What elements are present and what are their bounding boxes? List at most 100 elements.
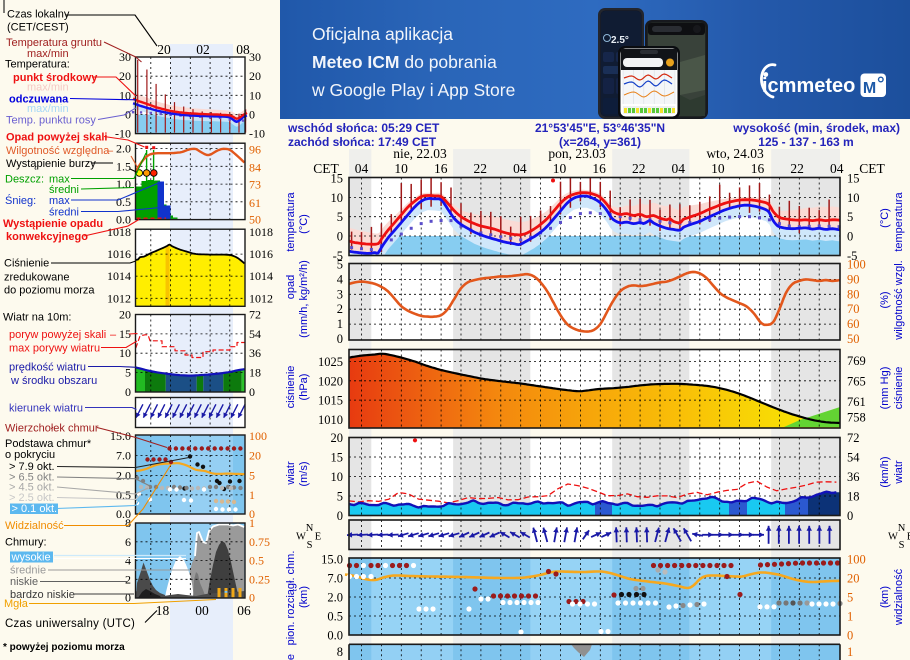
svg-text:1018: 1018 [249, 225, 273, 239]
svg-text:0: 0 [847, 509, 853, 523]
svg-text:-5: -5 [333, 249, 343, 263]
svg-text:Meteo ICM do pobrania: Meteo ICM do pobrania [312, 52, 497, 72]
svg-text:0.5: 0.5 [327, 610, 343, 624]
svg-text:Oficjalna aplikacja: Oficjalna aplikacja [312, 24, 453, 44]
svg-text:Wierzchołek chmur: Wierzchołek chmur [5, 423, 99, 435]
svg-text:0.0: 0.0 [116, 507, 131, 521]
svg-text:70: 70 [847, 302, 860, 316]
svg-text:wschód słońca: 05:29 CET: wschód słońca: 05:29 CET [287, 121, 440, 135]
svg-text:Chmury:: Chmury: [5, 537, 47, 549]
svg-text:1: 1 [847, 610, 853, 624]
svg-text:1: 1 [847, 645, 853, 659]
svg-text:1010: 1010 [318, 413, 343, 427]
svg-text:22: 22 [790, 161, 804, 176]
svg-text:100: 100 [847, 258, 866, 272]
svg-text:zredukowane: zredukowane [4, 272, 69, 284]
svg-text:21°53'45"E, 53°46'35"N: 21°53'45"E, 53°46'35"N [535, 121, 665, 135]
svg-text:0.25: 0.25 [249, 572, 270, 586]
svg-text:(hPa): (hPa) [298, 374, 310, 401]
svg-text:60: 60 [847, 317, 860, 331]
svg-text:2: 2 [125, 572, 131, 586]
svg-text:(m/s): (m/s) [298, 461, 310, 486]
svg-text:2.0: 2.0 [116, 142, 131, 156]
svg-text:Opad powyżej skali: Opad powyżej skali [6, 132, 107, 144]
svg-text:5: 5 [125, 366, 131, 380]
svg-text:5: 5 [847, 591, 853, 605]
svg-text:Temperatura gruntu: Temperatura gruntu [6, 37, 102, 49]
svg-text:4: 4 [125, 554, 131, 568]
svg-text:54: 54 [249, 327, 261, 341]
svg-text:1012: 1012 [107, 291, 131, 305]
svg-text:10: 10 [331, 470, 344, 484]
svg-text:72: 72 [249, 308, 261, 322]
svg-text:wto, 24.03: wto, 24.03 [706, 146, 764, 161]
svg-text:10: 10 [711, 161, 725, 176]
svg-text:15.0: 15.0 [321, 553, 343, 567]
svg-text:00: 00 [195, 603, 209, 618]
svg-text:20: 20 [249, 69, 261, 83]
svg-text:0.5: 0.5 [249, 554, 264, 568]
svg-text:20: 20 [119, 308, 131, 322]
svg-text:1012: 1012 [249, 291, 273, 305]
svg-text:(mm/h, kg/m²/h): (mm/h, kg/m²/h) [298, 260, 310, 338]
svg-text:100: 100 [847, 553, 866, 567]
svg-text:5: 5 [337, 490, 343, 504]
svg-text:1.5: 1.5 [116, 159, 131, 173]
svg-text:20: 20 [249, 449, 261, 463]
svg-text:o pokryciu: o pokryciu [5, 449, 55, 461]
svg-text:pion. rozciągł. chm.: pion. rozciągł. chm. [285, 551, 297, 646]
svg-text:średni: średni [49, 184, 79, 196]
svg-text:-10: -10 [115, 127, 131, 141]
svg-text:punkt środkowy: punkt środkowy [13, 72, 98, 84]
svg-text:16: 16 [751, 161, 765, 176]
svg-text:5: 5 [847, 210, 853, 224]
svg-text:10: 10 [119, 88, 131, 102]
svg-text:15: 15 [331, 172, 344, 186]
svg-text:> 7.9 okt.: > 7.9 okt. [9, 461, 55, 473]
svg-text:96: 96 [249, 142, 261, 156]
svg-text:-10: -10 [249, 127, 265, 141]
svg-text:-5: -5 [847, 249, 857, 263]
svg-text:1025: 1025 [318, 355, 343, 369]
svg-text:Wystąpienie burzy: Wystąpienie burzy [6, 158, 96, 170]
svg-text:1: 1 [249, 516, 255, 530]
svg-text:kierunek wiatru: kierunek wiatru [9, 403, 83, 415]
svg-text:prędkość wiatru: prędkość wiatru [9, 362, 86, 374]
svg-text:125 - 137 - 163 m: 125 - 137 - 163 m [758, 135, 853, 149]
svg-text:E: E [907, 532, 910, 543]
svg-text:temperatura: temperatura [285, 191, 297, 251]
svg-text:w Google Play i App Store: w Google Play i App Store [311, 80, 515, 100]
svg-text:max/min: max/min [27, 103, 69, 115]
svg-text:w środku obszaru: w środku obszaru [10, 375, 97, 387]
svg-text:nie, 22.03: nie, 22.03 [393, 146, 447, 161]
svg-text:1020: 1020 [318, 374, 343, 388]
svg-text:Czas lokalny: Czas lokalny [7, 9, 70, 21]
svg-text:wilgotność wzgl.: wilgotność wzgl. [893, 260, 905, 340]
svg-text:0.75: 0.75 [249, 535, 270, 549]
svg-text:(%): (%) [879, 291, 891, 308]
svg-text:18: 18 [249, 366, 261, 380]
svg-text:02: 02 [196, 42, 210, 57]
svg-text:1014: 1014 [107, 269, 131, 283]
svg-text:1.0: 1.0 [116, 177, 131, 191]
svg-text:0: 0 [249, 385, 255, 399]
svg-text:0: 0 [847, 629, 853, 643]
svg-text:20: 20 [157, 42, 171, 57]
svg-text:0.0: 0.0 [327, 629, 343, 643]
svg-text:1018: 1018 [107, 225, 131, 239]
svg-text:N: N [898, 523, 906, 534]
svg-text:Temp. punktu rosy: Temp. punktu rosy [6, 115, 96, 127]
svg-text:18: 18 [156, 603, 170, 618]
svg-text:06: 06 [237, 603, 251, 618]
svg-text:5: 5 [249, 468, 255, 482]
svg-text:CET: CET [313, 161, 339, 176]
svg-text:0: 0 [249, 591, 255, 605]
svg-text:15: 15 [847, 172, 860, 186]
svg-text:Wiatr na 10m:: Wiatr na 10m: [3, 312, 71, 324]
svg-text:0: 0 [249, 108, 255, 122]
svg-text:temperatura: temperatura [893, 191, 905, 251]
svg-text:pon, 23.03: pon, 23.03 [548, 146, 606, 161]
svg-text:10: 10 [331, 191, 344, 205]
svg-text:wysokie: wysokie [11, 552, 51, 564]
svg-text:50: 50 [249, 213, 261, 227]
